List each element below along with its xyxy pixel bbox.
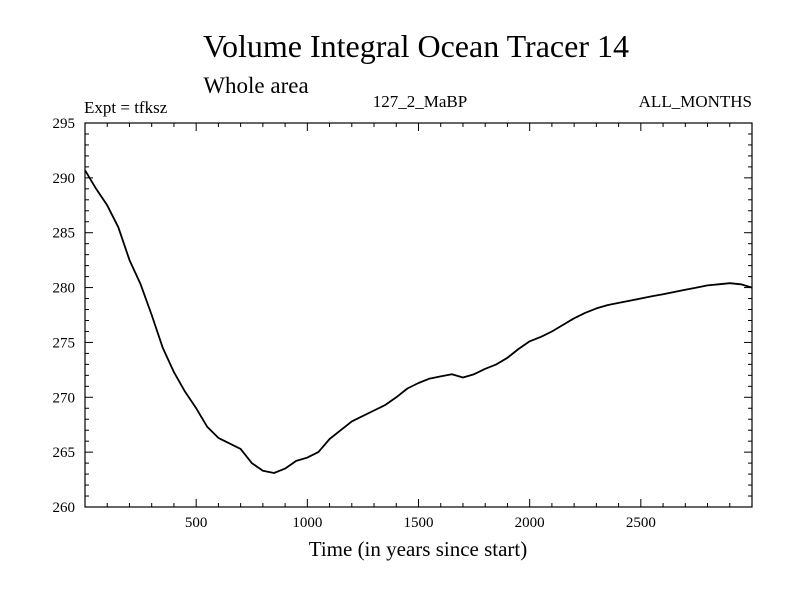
x-tick-label: 2500 bbox=[626, 515, 656, 531]
run-label: 127_2_MaBP bbox=[373, 92, 467, 111]
x-tick-label: 1000 bbox=[292, 515, 322, 531]
y-tick-label: 260 bbox=[53, 500, 76, 516]
plot-frame bbox=[84, 122, 753, 508]
series-group bbox=[84, 169, 753, 474]
x-axis-label: Time (in years since start) bbox=[309, 537, 528, 561]
y-tick-label: 275 bbox=[53, 335, 76, 351]
y-tick-label: 290 bbox=[53, 171, 76, 187]
expt-label: Expt = tfksz bbox=[84, 98, 168, 117]
x-tick-label: 1500 bbox=[404, 515, 434, 531]
y-tick-label: 280 bbox=[53, 281, 76, 297]
period-label: ALL_MONTHS bbox=[639, 92, 752, 111]
chart-subtitle: Whole area bbox=[203, 73, 308, 98]
axes: 500 1000 1500 2000 2500 260 265 270 275 280 285 290… bbox=[53, 116, 753, 531]
chart-title: Volume Integral Ocean Tracer 14 bbox=[203, 28, 629, 64]
y-tick-label: 285 bbox=[53, 226, 76, 242]
series-line bbox=[84, 169, 753, 474]
y-tick-label: 295 bbox=[53, 116, 76, 132]
x-tick-label: 500 bbox=[185, 515, 208, 531]
x-tick-label: 2000 bbox=[515, 515, 545, 531]
y-tick-label: 270 bbox=[53, 390, 76, 406]
y-tick-label: 265 bbox=[53, 445, 76, 461]
